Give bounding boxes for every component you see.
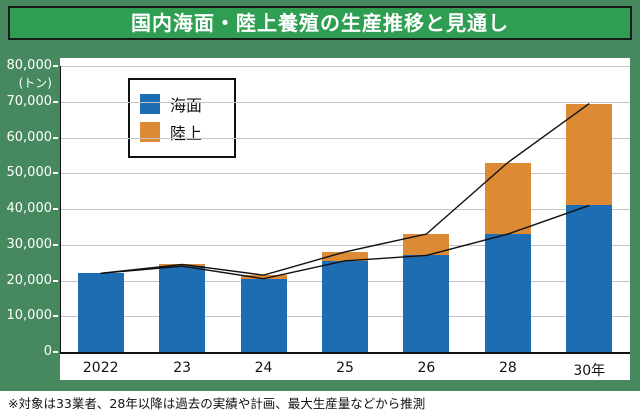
bar-segment-sea <box>484 234 531 352</box>
bar-segment-land <box>566 103 613 206</box>
y-axis-tick-mark <box>53 279 58 282</box>
legend-item: 海面 <box>140 92 224 116</box>
gridline <box>60 137 630 139</box>
y-axis-tick-mark <box>53 136 58 139</box>
gridline <box>60 173 630 175</box>
y-axis-tick-mark <box>53 315 58 318</box>
bar-segment-sea <box>566 205 613 352</box>
x-axis-label: 30年 <box>573 363 606 379</box>
gridline <box>60 209 630 210</box>
y-axis-tick-mark <box>53 172 58 175</box>
y-axis-tick-label: 80,000 <box>6 58 53 73</box>
gridline <box>60 101 630 103</box>
bar-segment-land <box>240 275 287 279</box>
legend: 海面 陸上 <box>128 78 236 158</box>
y-axis-tick-mark <box>53 208 58 210</box>
bar-segment-land <box>322 251 368 261</box>
bar-segment-sea <box>159 266 206 352</box>
bar-segment-sea <box>77 273 124 352</box>
gridline <box>60 244 630 246</box>
x-axis-label: 2022 <box>82 360 119 376</box>
y-axis-tick-label: 40,000 <box>6 201 53 216</box>
x-axis-label: 25 <box>336 360 354 376</box>
y-axis-tick-mark <box>53 100 58 103</box>
legend-swatch-sea <box>140 94 160 114</box>
bar-segment-land <box>484 162 531 235</box>
y-axis-tick-label: 60,000 <box>6 129 53 145</box>
y-axis-line <box>60 66 61 354</box>
x-axis-label: 26 <box>417 360 436 376</box>
y-axis-tick-label: 0 <box>43 344 52 359</box>
x-axis-label: 23 <box>173 360 192 376</box>
legend-label: 海面 <box>170 96 203 115</box>
y-axis-tick-label: 10,000 <box>6 308 53 324</box>
y-axis-tick-label: 50,000 <box>6 165 53 181</box>
y-axis-unit-label: (トン) <box>18 76 52 90</box>
legend-item: 陸上 <box>140 120 224 144</box>
y-axis-tick-mark <box>53 65 58 67</box>
x-axis-label: 24 <box>254 360 273 376</box>
y-axis-tick-label: 30,000 <box>6 236 53 252</box>
y-axis-tick-label: 20,000 <box>6 272 53 288</box>
x-axis-line <box>60 352 630 354</box>
legend-swatch-land <box>140 122 160 142</box>
bar-segment-sea <box>403 255 450 352</box>
legend-label: 陸上 <box>170 124 203 143</box>
bar-segment-sea <box>240 278 287 352</box>
bar-segment-sea <box>322 260 368 352</box>
chart-panel: 海面陸上 2022 23 24 25 26 28 30年 <box>60 58 630 380</box>
y-axis: (トン) 0 10,000 20,000 30,000 40,000 50,000 60,0… <box>0 0 58 417</box>
y-axis-tick-label: 70,000 <box>6 93 53 109</box>
bar-segment-land <box>159 264 206 267</box>
gridline <box>60 66 630 67</box>
bar-segment-land <box>403 234 450 256</box>
x-axis-label: 28 <box>498 360 517 376</box>
y-axis-tick-mark <box>53 243 58 246</box>
footnote: ※対象は33業者、28年以降は過去の実績や計画、最大生産量などから推測 <box>0 391 640 417</box>
page-title: 国内海面・陸上養殖の生産推移と見通し <box>8 6 632 40</box>
y-axis-tick-mark <box>53 351 58 353</box>
